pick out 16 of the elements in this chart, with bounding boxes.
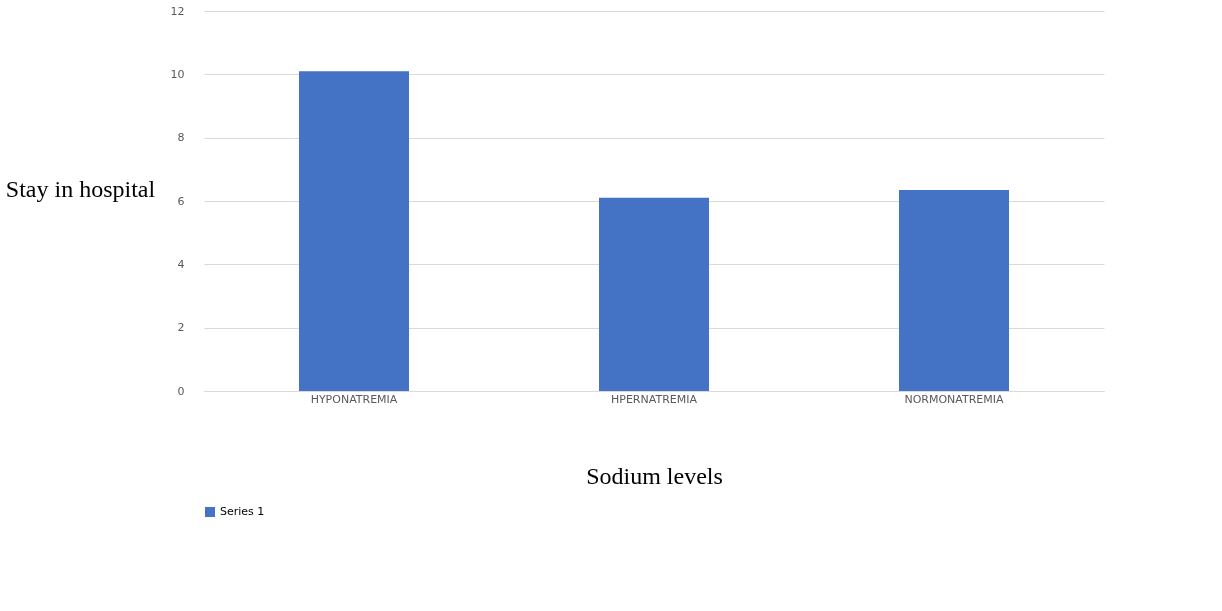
y-tick-label: 0 [177,384,185,398]
legend-label: Series 1 [220,505,265,518]
y-tick-label: 10 [170,67,185,81]
y-tick-label: 6 [177,194,185,208]
y-tick-label: 2 [177,321,185,335]
bar [299,71,409,391]
bar [599,197,709,391]
x-tick-label: NORMONATREMIA [904,392,1005,406]
x-tick-label: HYPONATREMIA [310,392,398,406]
y-tick-label: 4 [177,257,185,271]
y-axis-title: Stay in hospital [5,175,156,202]
y-tick-label: 12 [170,4,185,18]
bar [899,189,1009,391]
x-axis-title: Sodium levels [586,462,723,489]
y-tick-label: 8 [177,131,185,145]
x-tick-label: HPERNATREMIA [611,392,698,406]
